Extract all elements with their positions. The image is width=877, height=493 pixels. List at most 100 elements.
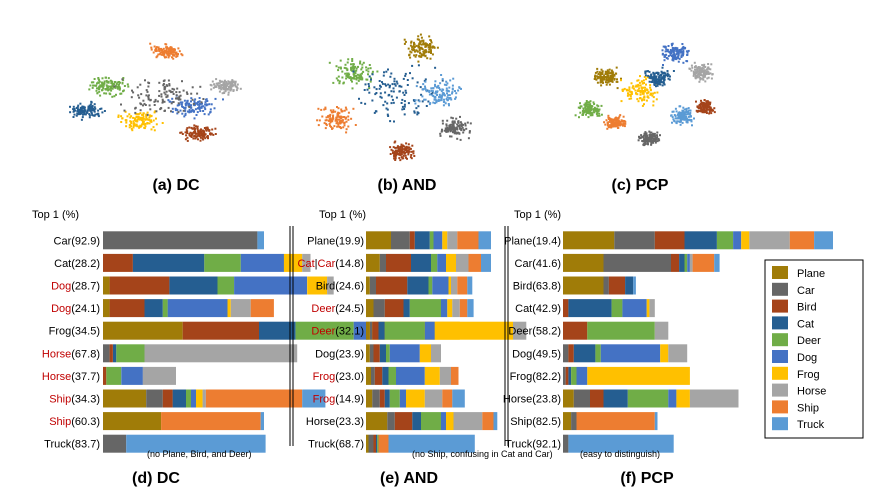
scatter-point	[390, 102, 393, 105]
scatter-point	[694, 68, 696, 71]
scatter-point	[91, 86, 94, 89]
scatter-point	[375, 92, 378, 94]
scatter-point	[468, 130, 471, 133]
scatter-point	[607, 70, 610, 73]
scatter-point	[131, 89, 133, 92]
scatter-point	[82, 113, 84, 116]
scatter-point	[198, 106, 200, 109]
scatter-point	[125, 119, 128, 122]
bar-segment-frog	[442, 231, 448, 250]
scatter-point	[336, 118, 339, 121]
bar-row-cat: Cat(42.9)	[515, 299, 655, 318]
bar-segment-deer	[217, 276, 235, 295]
scatter-point	[399, 159, 402, 162]
bar-segment-dog	[441, 412, 446, 431]
scatter-point	[379, 92, 382, 95]
scatter-point	[175, 108, 177, 111]
scatter-point	[392, 87, 395, 90]
scatter-point	[445, 84, 448, 87]
scatter-point	[652, 92, 655, 95]
scatter-point	[660, 81, 663, 84]
scatter-point	[619, 120, 622, 123]
scatter-point	[361, 72, 363, 75]
scatter-point	[186, 130, 189, 133]
scatter-point	[214, 85, 217, 88]
scatter-point	[416, 38, 419, 41]
scatter-point	[179, 109, 182, 112]
bar-segment-plane	[366, 412, 388, 431]
scatter-point	[617, 124, 620, 127]
scatter-point	[598, 112, 601, 115]
bar-segment-deer	[388, 366, 396, 385]
scatter-point	[97, 114, 100, 117]
scatter-point	[397, 148, 400, 151]
scatter-point	[613, 74, 616, 76]
scatter-point	[608, 79, 611, 82]
scatter-point	[165, 90, 168, 93]
scatter-point	[669, 49, 672, 51]
scatter-point	[395, 146, 398, 149]
scatter-point	[90, 105, 93, 108]
scatter-point	[644, 72, 647, 75]
scatter-point	[597, 73, 600, 75]
caption-a-dc: (a) DC	[152, 177, 200, 194]
scatter-point	[412, 150, 415, 153]
scatter-point	[161, 101, 164, 104]
scatter-point	[464, 122, 467, 125]
bar-segment-cat	[603, 389, 628, 408]
scatter-point	[607, 77, 610, 80]
scatter-point	[355, 82, 358, 85]
scatter-point	[613, 125, 616, 128]
bar-segment-truck	[493, 412, 498, 431]
scatter-point	[330, 111, 333, 114]
scatter-point	[175, 97, 177, 100]
scatter-point	[197, 132, 200, 135]
scatter-point	[637, 84, 640, 87]
scatter-point	[183, 115, 186, 118]
scatter-point	[352, 73, 355, 75]
bar-panel--e-and: Top 1 (%)Plane(19.9)Cat|Car(14.8)Bird(24…	[289, 209, 553, 487]
scatter-point	[398, 157, 401, 160]
scatter-point	[700, 69, 703, 72]
row-label: Dog(28.7)	[51, 281, 100, 293]
scatter-point	[175, 94, 178, 97]
scatter-point	[162, 52, 165, 55]
scatter-point	[650, 131, 653, 134]
scatter-point	[424, 78, 427, 81]
scatter-point	[654, 76, 657, 79]
scatter-point	[230, 81, 233, 84]
scatter-point	[181, 80, 183, 83]
scatter-point	[153, 111, 156, 114]
scatter-point	[111, 87, 114, 90]
scatter-point	[647, 143, 649, 146]
scatter-point	[451, 117, 454, 120]
row-label: Frog(82.2)	[510, 371, 561, 383]
scatter-point	[317, 107, 320, 110]
scatter-point	[617, 126, 620, 129]
scatter-point	[421, 48, 424, 50]
scatter-point	[678, 49, 681, 51]
bar-segment-frog	[434, 321, 460, 340]
scatter-point	[132, 120, 135, 123]
scatter-point	[608, 72, 611, 75]
scatter-point	[170, 46, 173, 49]
scatter-point	[418, 48, 421, 51]
scatter-point	[424, 49, 427, 52]
scatter-point	[589, 110, 591, 112]
bar-segment-truck	[481, 253, 491, 272]
bar-segment-frog	[406, 389, 425, 408]
scatter-point	[672, 70, 675, 72]
bar-segment-horse	[456, 253, 469, 272]
scatter-point	[667, 45, 670, 47]
scatter-point	[605, 119, 608, 122]
legend-item-dog: Dog	[772, 350, 817, 364]
scatter-point	[339, 119, 342, 122]
scatter-point	[196, 135, 199, 138]
scatter-point	[432, 45, 434, 48]
bar-segment-cat	[169, 276, 218, 295]
scatter-point	[455, 117, 458, 120]
scatter-point	[429, 57, 432, 60]
scatter-point	[598, 108, 601, 111]
scatter-point	[328, 115, 331, 118]
scatter-point	[75, 107, 78, 109]
